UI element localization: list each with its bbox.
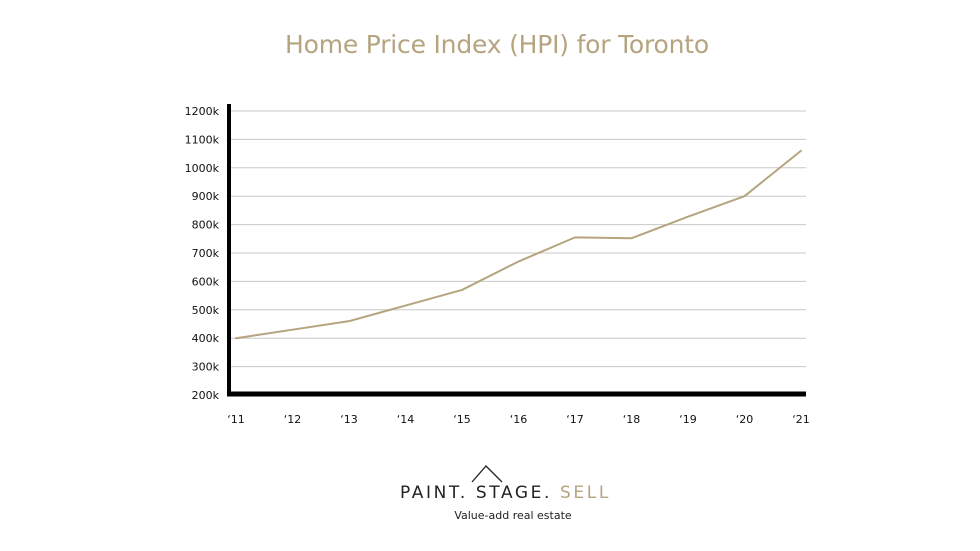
y-tick-label: 500k: [192, 304, 220, 317]
series-group: [235, 149, 802, 340]
axes: [227, 104, 806, 397]
y-tick-label: 900k: [192, 190, 220, 203]
x-tick-labels: ‘11 ‘12 ‘13 ‘14 ‘15 ‘16 ‘17 ‘18 ‘19 ‘20 ‘21: [227, 413, 810, 426]
y-tick-label: 700k: [192, 247, 220, 260]
y-tick-label: 1100k: [185, 133, 220, 146]
y-tick-label: 1000k: [185, 162, 220, 175]
y-tick-label: 300k: [192, 361, 220, 374]
y-tick-label: 200k: [192, 389, 220, 402]
x-tick-label: ‘12: [284, 413, 302, 426]
brand-name-part2: SELL: [560, 483, 611, 503]
y-tick-label: 800k: [192, 219, 220, 232]
x-tick-label: ‘14: [397, 413, 415, 426]
chart-title: Home Price Index (HPI) for Toronto: [285, 30, 709, 59]
x-tick-label: ‘16: [510, 413, 528, 426]
series-line: [235, 149, 802, 340]
x-tick-label: ‘15: [453, 413, 471, 426]
brand-name-part1: PAINT. STAGE.: [400, 483, 561, 503]
x-tick-label: ‘21: [792, 413, 810, 426]
x-tick-label: ‘19: [679, 413, 697, 426]
x-tick-label: ‘20: [736, 413, 754, 426]
brand-tagline: Value-add real estate: [454, 509, 572, 522]
roof-icon: [471, 465, 503, 483]
grid-lines: [230, 110, 806, 396]
x-tick-label: ‘18: [623, 413, 641, 426]
x-tick-label: ‘11: [227, 413, 245, 426]
y-tick-labels: 200k 300k 400k 500k 600k 700k 800k 900k 1000k 110…: [185, 105, 220, 402]
y-tick-label: 400k: [192, 332, 220, 345]
x-tick-label: ‘13: [340, 413, 358, 426]
y-tick-label: 600k: [192, 275, 220, 288]
x-tick-label: ‘17: [566, 413, 584, 426]
brand-name: PAINT. STAGE. SELL: [400, 483, 626, 503]
y-tick-label: 1200k: [185, 105, 220, 118]
